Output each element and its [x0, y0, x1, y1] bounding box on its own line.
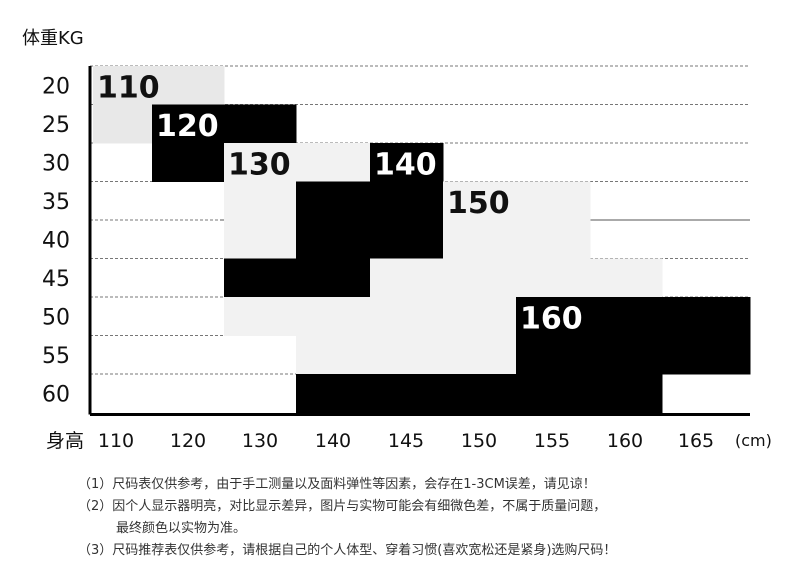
size-cell-160: [516, 374, 591, 413]
size-cell-110: [93, 104, 153, 144]
size-cell-130: [224, 143, 297, 182]
note-2-continued: 最终颜色以实物为准。: [116, 521, 247, 536]
size-cell-140: [224, 258, 297, 298]
size-cell-150: [370, 258, 444, 298]
x-tick-label: 120: [170, 430, 206, 452]
size-cell-160: [590, 335, 663, 375]
notes-block: （1）尺码表仅供参考，由于手工测量以及面料弹性等因素，会存在1-3CM误差，请见…: [78, 474, 778, 562]
size-cell-120: [224, 104, 297, 144]
size-cell-140: [370, 181, 444, 221]
x-tick-label: 155: [534, 430, 570, 452]
size-cell-120: [152, 143, 225, 182]
size-label-160: 160: [520, 302, 583, 337]
size-cell-150: [370, 335, 444, 375]
y-tick-label: 60: [42, 382, 70, 407]
x-tick-label: 150: [461, 430, 497, 452]
size-cell-150: [224, 297, 297, 336]
y-tick-label: 55: [42, 344, 70, 369]
note-1: （1）尺码表仅供参考，由于手工测量以及面料弹性等因素，会存在1-3CM误差，请见…: [78, 477, 596, 492]
size-cell-120: [152, 104, 225, 144]
x-tick-label: 130: [242, 430, 278, 452]
size-label-150: 150: [447, 186, 510, 221]
size-cell-110: [93, 66, 153, 105]
x-axis-label: 身高: [46, 430, 84, 452]
size-cell-160: [662, 335, 751, 375]
size-cell-150: [443, 181, 517, 221]
size-cell-150: [443, 258, 517, 298]
size-cell-160: [590, 297, 663, 336]
size-cell-160: [516, 297, 591, 336]
size-cell-130: [224, 220, 297, 259]
size-cell-150: [516, 220, 591, 259]
size-cell-140: [296, 181, 371, 221]
size-cell-160: [296, 374, 371, 413]
y-tick-label: 30: [42, 151, 70, 176]
y-tick-label: 35: [42, 190, 70, 215]
size-cell-160: [662, 297, 751, 336]
size-cell-160: [370, 374, 444, 413]
y-tick-label: 25: [42, 113, 70, 138]
size-cell-160: [516, 335, 591, 375]
x-tick-label: 145: [388, 430, 424, 452]
y-tick-label: 40: [42, 228, 70, 253]
size-label-110: 110: [97, 71, 160, 106]
size-cell-150: [443, 220, 517, 259]
size-cell-150: [516, 181, 591, 221]
size-cell-150: [370, 297, 444, 336]
y-tick-label: 45: [42, 267, 70, 292]
x-tick-label: 140: [315, 430, 351, 452]
size-label-140: 140: [374, 148, 437, 183]
size-cell-150: [296, 297, 371, 336]
size-cell-140: [370, 143, 444, 182]
size-cell-140: [296, 258, 371, 298]
size-cell-150: [443, 335, 517, 375]
size-cell-150: [590, 258, 663, 298]
y-tick-label: 20: [42, 74, 70, 99]
size-cell-160: [590, 374, 663, 413]
note-2: （2）因个人显示器明亮，对比显示差异，图片与实物可能会有细微色差，不属于质量问题…: [78, 499, 607, 514]
size-cell-140: [296, 220, 371, 259]
size-cell-160: [443, 374, 517, 413]
x-tick-label: 165: [678, 430, 714, 452]
size-cell-130: [296, 143, 371, 182]
size-cell-150: [443, 297, 517, 336]
size-label-120: 120: [156, 109, 219, 144]
y-tick-label: 50: [42, 305, 70, 330]
size-cell-110: [152, 66, 225, 105]
size-cell-140: [370, 220, 444, 259]
note-3: （3）尺码推荐表仅供参考，请根据自己的个人体型、穿着习惯(喜欢宽松还是紧身)选购…: [78, 543, 617, 558]
size-cell-130: [224, 181, 297, 221]
size-cell-150: [516, 258, 591, 298]
y-axis-label: 体重KG: [22, 28, 84, 49]
x-axis-unit: (cm): [735, 431, 772, 450]
x-tick-label: 110: [98, 430, 134, 452]
size-cell-150: [296, 335, 371, 375]
x-tick-label: 160: [607, 430, 643, 452]
size-label-130: 130: [228, 148, 291, 183]
